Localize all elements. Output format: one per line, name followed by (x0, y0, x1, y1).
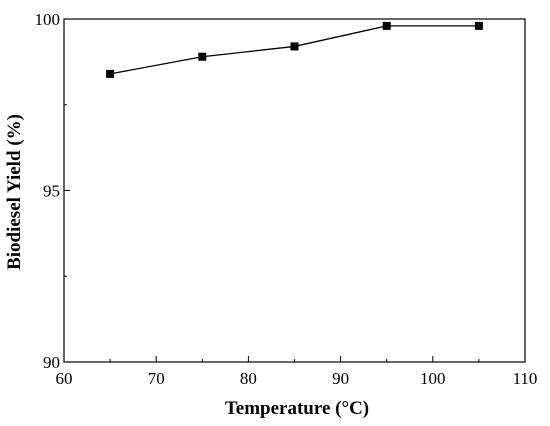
x-axis-title: Temperature (°C) (225, 398, 369, 419)
x-tick-label: 100 (420, 369, 446, 388)
y-axis-title: Biodiesel Yield (%) (4, 114, 25, 270)
plot-frame (63, 18, 526, 363)
data-point (382, 21, 391, 30)
x-tick-label: 90 (332, 369, 349, 388)
y-tick-label: 95 (43, 182, 60, 201)
data-point (474, 21, 483, 30)
data-point (198, 52, 207, 61)
y-tick-label: 90 (43, 353, 60, 372)
data-point (106, 69, 115, 78)
data-point (290, 42, 299, 51)
x-tick-label: 70 (148, 369, 165, 388)
y-tick-label: 100 (35, 10, 61, 29)
data-layer (106, 21, 483, 78)
x-tick-label: 60 (56, 369, 73, 388)
axes: 60 70 80 90 100 110 90 95 100 (35, 10, 538, 388)
x-tick-label: 80 (240, 369, 257, 388)
x-tick-label: 110 (513, 369, 538, 388)
